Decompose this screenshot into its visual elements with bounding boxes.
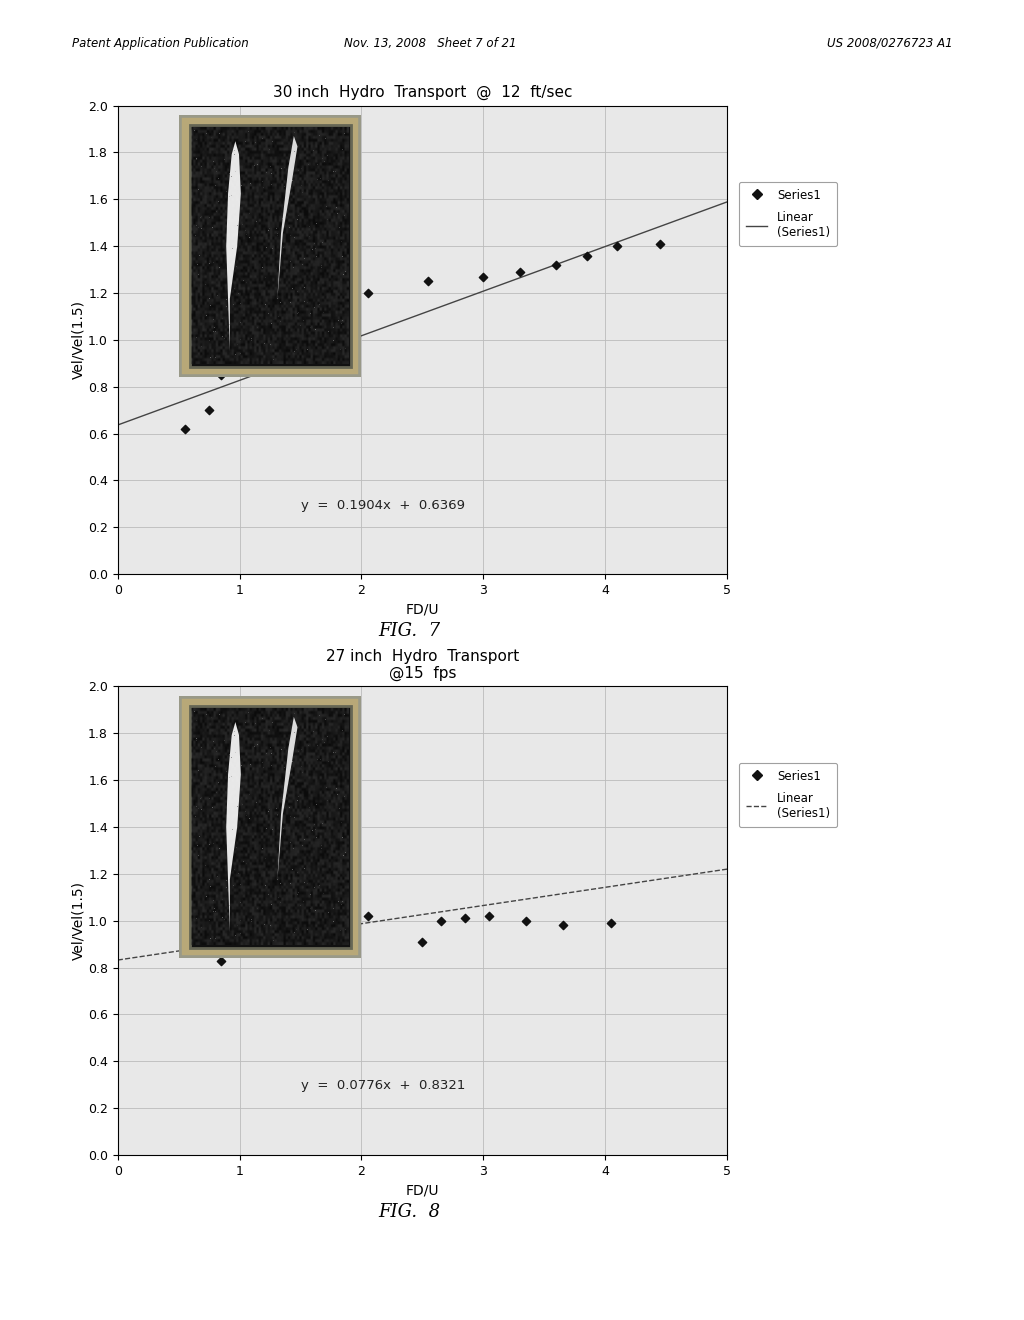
Point <box>475 267 492 288</box>
Point <box>609 235 626 256</box>
Point <box>250 939 266 960</box>
X-axis label: FD/U: FD/U <box>406 1183 439 1197</box>
Point <box>420 271 436 292</box>
Text: Patent Application Publication: Patent Application Publication <box>72 37 249 50</box>
Text: FIG.  7: FIG. 7 <box>379 622 440 640</box>
Legend: Series1, Linear
(Series1): Series1, Linear (Series1) <box>739 182 837 247</box>
Point <box>554 915 570 936</box>
Text: y  =  0.0776x  +  0.8321: y = 0.0776x + 0.8321 <box>301 1080 465 1093</box>
Point <box>518 911 535 932</box>
Point <box>298 306 314 327</box>
Point <box>268 933 285 954</box>
Point <box>359 282 376 304</box>
Point <box>238 330 254 351</box>
Point <box>310 298 327 319</box>
Point <box>481 906 498 927</box>
Y-axis label: Vel/Vel(1.5): Vel/Vel(1.5) <box>72 882 85 960</box>
Point <box>231 341 248 362</box>
Point <box>457 908 473 929</box>
Point <box>512 261 528 282</box>
Text: y  =  0.1904x  +  0.6369: y = 0.1904x + 0.6369 <box>301 499 465 512</box>
Point <box>579 246 595 267</box>
Title: 30 inch  Hydro  Transport  @  12  ft/sec: 30 inch Hydro Transport @ 12 ft/sec <box>272 86 572 100</box>
Text: Nov. 13, 2008   Sheet 7 of 21: Nov. 13, 2008 Sheet 7 of 21 <box>344 37 516 50</box>
Text: FIG.  8: FIG. 8 <box>379 1203 440 1221</box>
Point <box>603 912 620 933</box>
Title: 27 inch  Hydro  Transport
@15  fps: 27 inch Hydro Transport @15 fps <box>326 648 519 681</box>
Point <box>414 931 430 952</box>
Point <box>201 400 217 421</box>
Y-axis label: Vel/Vel(1.5): Vel/Vel(1.5) <box>72 301 85 379</box>
X-axis label: FD/U: FD/U <box>406 602 439 616</box>
Point <box>298 927 314 948</box>
Point <box>213 364 229 385</box>
Point <box>432 911 449 932</box>
Point <box>310 933 327 954</box>
Point <box>652 234 669 255</box>
Text: US 2008/0276723 A1: US 2008/0276723 A1 <box>826 37 952 50</box>
Point <box>359 906 376 927</box>
Point <box>293 318 309 339</box>
Point <box>213 950 229 972</box>
Legend: Series1, Linear
(Series1): Series1, Linear (Series1) <box>739 763 837 828</box>
Point <box>238 920 254 941</box>
Point <box>335 906 351 927</box>
Point <box>176 418 193 440</box>
Point <box>548 255 564 276</box>
